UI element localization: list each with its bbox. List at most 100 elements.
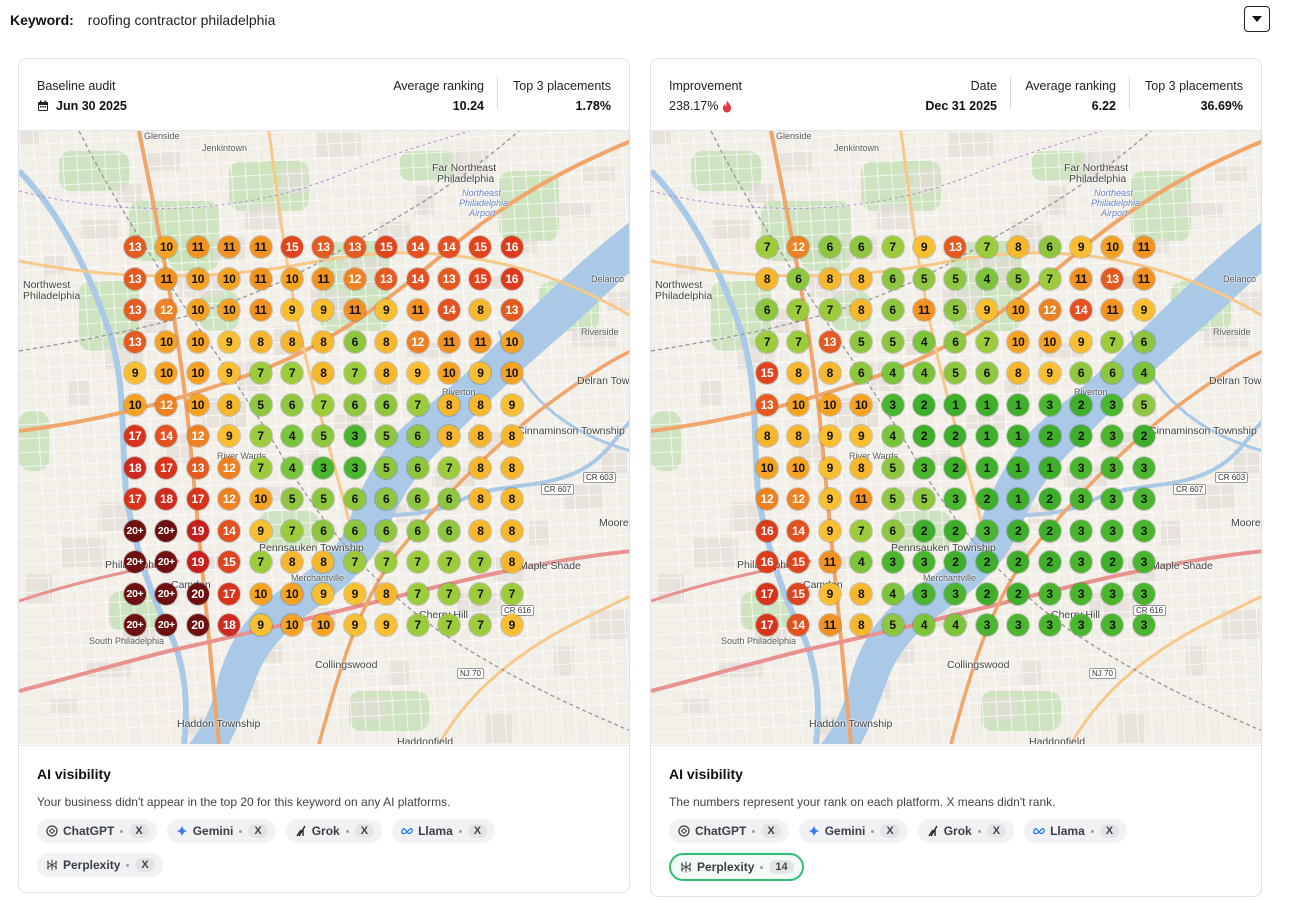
baseline-rank-pin[interactable]: 20+ xyxy=(155,551,178,573)
platform-chip-gemini[interactable]: Gemini X xyxy=(798,819,908,843)
current-rank-pin[interactable]: 6 xyxy=(1132,330,1155,353)
baseline-rank-pin[interactable]: 9 xyxy=(469,362,492,384)
baseline-rank-pin[interactable]: 7 xyxy=(249,425,272,447)
current-rank-pin[interactable]: 3 xyxy=(944,488,967,510)
current-rank-pin[interactable]: 8 xyxy=(850,456,873,479)
current-rank-pin[interactable]: 3 xyxy=(975,519,998,542)
baseline-rank-pin[interactable]: 14 xyxy=(406,236,429,258)
baseline-rank-pin[interactable]: 9 xyxy=(218,362,241,384)
current-rank-pin[interactable]: 14 xyxy=(787,614,810,636)
current-rank-pin[interactable]: 3 xyxy=(1070,582,1092,605)
current-rank-pin[interactable]: 3 xyxy=(1132,551,1155,573)
current-rank-pin[interactable]: 12 xyxy=(756,488,778,510)
baseline-rank-pin[interactable]: 8 xyxy=(312,551,335,573)
baseline-rank-pin[interactable]: 8 xyxy=(469,519,492,542)
baseline-rank-pin[interactable]: 15 xyxy=(281,236,303,258)
current-rank-pin[interactable]: 3 xyxy=(1132,456,1155,479)
baseline-rank-pin[interactable]: 11 xyxy=(249,299,272,321)
current-rank-pin[interactable]: 5 xyxy=(913,488,935,510)
baseline-rank-pin[interactable]: 13 xyxy=(186,456,209,479)
baseline-rank-pin[interactable]: 10 xyxy=(186,299,209,321)
current-rank-pin[interactable]: 2 xyxy=(1007,582,1030,605)
baseline-rank-pin[interactable]: 10 xyxy=(186,267,209,290)
baseline-rank-pin[interactable]: 7 xyxy=(406,614,429,636)
baseline-rank-pin[interactable]: 11 xyxy=(406,299,429,321)
baseline-rank-pin[interactable]: 9 xyxy=(218,425,241,447)
baseline-rank-pin[interactable]: 6 xyxy=(375,519,398,542)
baseline-rank-pin[interactable]: 20+ xyxy=(155,614,178,636)
current-rank-pin[interactable]: 7 xyxy=(787,330,810,353)
current-rank-pin[interactable]: 10 xyxy=(1101,236,1124,258)
current-rank-pin[interactable]: 3 xyxy=(1038,614,1061,636)
baseline-rank-pin[interactable]: 10 xyxy=(155,330,178,353)
baseline-rank-pin[interactable]: 18 xyxy=(124,456,146,479)
baseline-rank-pin[interactable]: 13 xyxy=(124,236,146,258)
current-rank-pin[interactable]: 1 xyxy=(1007,488,1030,510)
current-rank-pin[interactable]: 7 xyxy=(756,330,778,353)
current-rank-pin[interactable]: 6 xyxy=(1070,362,1092,384)
current-rank-pin[interactable]: 8 xyxy=(756,425,778,447)
baseline-rank-pin[interactable]: 7 xyxy=(343,551,366,573)
current-rank-pin[interactable]: 4 xyxy=(881,582,904,605)
baseline-rank-pin[interactable]: 10 xyxy=(281,267,303,290)
baseline-rank-pin[interactable]: 19 xyxy=(186,551,209,573)
baseline-rank-pin[interactable]: 12 xyxy=(406,330,429,353)
current-rank-pin[interactable]: 2 xyxy=(913,519,935,542)
baseline-rank-pin[interactable]: 8 xyxy=(375,582,398,605)
current-rank-pin[interactable]: 3 xyxy=(1070,488,1092,510)
baseline-rank-pin[interactable]: 6 xyxy=(312,519,335,542)
current-rank-pin[interactable]: 13 xyxy=(818,330,841,353)
baseline-rank-pin[interactable]: 13 xyxy=(124,330,146,353)
platform-chip-gemini[interactable]: Gemini X xyxy=(166,819,276,843)
baseline-rank-pin[interactable]: 20+ xyxy=(124,519,146,542)
current-rank-pin[interactable]: 5 xyxy=(944,267,967,290)
current-rank-pin[interactable]: 3 xyxy=(881,551,904,573)
current-rank-pin[interactable]: 6 xyxy=(881,519,904,542)
baseline-rank-pin[interactable]: 14 xyxy=(438,236,460,258)
baseline-rank-pin[interactable]: 10 xyxy=(186,330,209,353)
current-rank-pin[interactable]: 5 xyxy=(881,456,904,479)
current-rank-pin[interactable]: 5 xyxy=(944,362,967,384)
current-rank-pin[interactable]: 5 xyxy=(881,488,904,510)
baseline-rank-pin[interactable]: 10 xyxy=(500,330,523,353)
baseline-rank-pin[interactable]: 8 xyxy=(438,393,460,416)
current-rank-pin[interactable]: 3 xyxy=(1038,393,1061,416)
current-rank-pin[interactable]: 4 xyxy=(850,551,873,573)
current-rank-pin[interactable]: 2 xyxy=(1070,393,1092,416)
baseline-rank-pin[interactable]: 7 xyxy=(249,551,272,573)
platform-chip-chatgpt[interactable]: ChatGPT X xyxy=(37,819,157,843)
baseline-rank-pin[interactable]: 9 xyxy=(312,582,335,605)
current-rank-pin[interactable]: 3 xyxy=(1070,614,1092,636)
current-rank-pin[interactable]: 4 xyxy=(1132,362,1155,384)
current-rank-pin[interactable]: 3 xyxy=(975,614,998,636)
baseline-rank-pin[interactable]: 7 xyxy=(469,614,492,636)
current-rank-pin[interactable]: 5 xyxy=(1007,267,1030,290)
baseline-rank-pin[interactable]: 5 xyxy=(312,425,335,447)
baseline-rank-pin[interactable]: 8 xyxy=(218,393,241,416)
baseline-rank-pin[interactable]: 20 xyxy=(186,582,209,605)
current-rank-pin[interactable]: 11 xyxy=(818,614,841,636)
current-rank-pin[interactable]: 7 xyxy=(1038,267,1061,290)
baseline-rank-pin[interactable]: 17 xyxy=(124,488,146,510)
baseline-rank-pin[interactable]: 7 xyxy=(469,551,492,573)
baseline-rank-pin[interactable]: 11 xyxy=(249,267,272,290)
current-rank-pin[interactable]: 5 xyxy=(881,330,904,353)
current-rank-pin[interactable]: 15 xyxy=(756,362,778,384)
baseline-rank-pin[interactable]: 11 xyxy=(469,330,492,353)
baseline-rank-pin[interactable]: 7 xyxy=(438,582,460,605)
current-rank-pin[interactable]: 8 xyxy=(850,582,873,605)
baseline-rank-pin[interactable]: 8 xyxy=(500,551,523,573)
baseline-rank-pin[interactable]: 17 xyxy=(155,456,178,479)
current-rank-pin[interactable]: 3 xyxy=(881,393,904,416)
baseline-rank-pin[interactable]: 12 xyxy=(218,456,241,479)
current-rank-pin[interactable]: 11 xyxy=(818,551,841,573)
current-rank-pin[interactable]: 3 xyxy=(1007,614,1030,636)
baseline-rank-pin[interactable]: 3 xyxy=(343,456,366,479)
baseline-rank-pin[interactable]: 9 xyxy=(343,614,366,636)
current-rank-pin[interactable]: 8 xyxy=(756,267,778,290)
platform-chip-llama[interactable]: Llama X xyxy=(392,819,496,843)
current-rank-pin[interactable]: 2 xyxy=(1038,551,1061,573)
baseline-rank-pin[interactable]: 8 xyxy=(469,456,492,479)
baseline-rank-pin[interactable]: 17 xyxy=(124,425,146,447)
baseline-rank-pin[interactable]: 10 xyxy=(186,393,209,416)
